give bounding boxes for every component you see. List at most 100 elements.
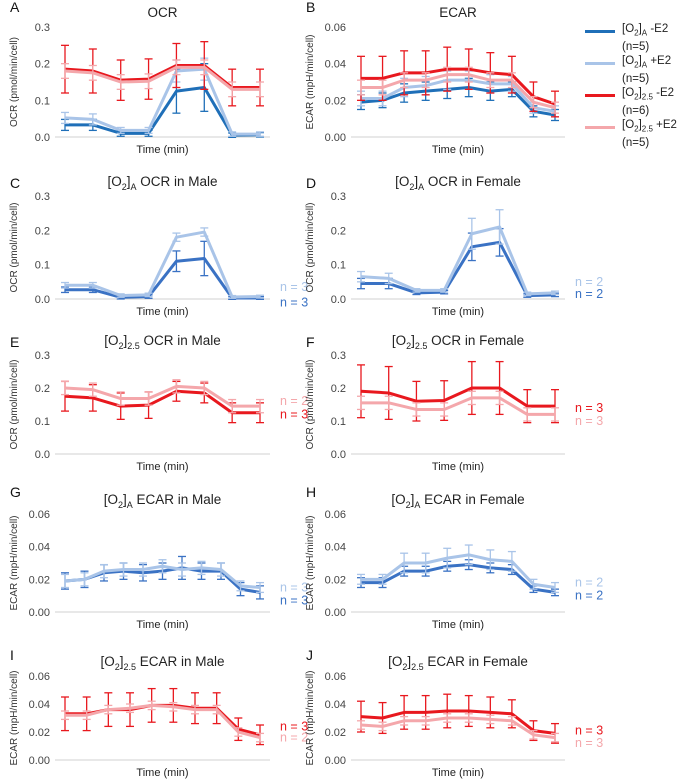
series-line — [360, 225, 556, 296]
y-axis-label: ECAR (mpH/min/cell) — [305, 34, 316, 129]
legend-label: [O2]A -E2 (n=5) — [622, 23, 669, 54]
chart-title: [O2]2.5 OCR in Male — [104, 333, 221, 351]
chart-title: [O2]2.5 OCR in Female — [392, 333, 524, 351]
legend-label: [O2]A +E2 (n=5) — [622, 55, 672, 86]
legend-n: (n=5) — [622, 137, 650, 150]
y-tick-label: 0.06 — [29, 509, 50, 521]
legend-n: (n=5) — [622, 73, 650, 86]
legend-item: [O2]2.5 +E2 (n=5) — [585, 118, 685, 150]
series-1 — [357, 209, 559, 297]
legend-label: [O2]2.5 -E2 (n=6) — [622, 87, 675, 118]
n-label: n = 2 — [575, 275, 603, 289]
n-label: n = 3 — [280, 295, 308, 309]
n-label: n = 3 — [575, 724, 603, 738]
panel-J: J [O2]2.5 ECAR in Female 0.00 0.02 0.04 0.06 E… — [305, 647, 603, 779]
y-tick-label: 0.00 — [325, 607, 346, 619]
panel-letter: C — [10, 175, 20, 191]
y-tick-label: 0.1 — [35, 260, 50, 272]
y-tick-label: 0.02 — [325, 574, 346, 586]
y-tick-label: 0.0 — [331, 294, 346, 306]
legend-swatch — [585, 126, 615, 129]
y-tick-label: 0.3 — [331, 191, 346, 203]
series-0 — [61, 380, 264, 424]
series-line — [361, 553, 556, 589]
chart-title: OCR — [148, 5, 178, 20]
series-line — [64, 564, 261, 589]
series-line — [64, 384, 260, 408]
y-tick-label: 0.06 — [325, 671, 346, 683]
n-label: n = 2 — [575, 576, 603, 590]
series-line — [361, 67, 556, 106]
series-3 — [357, 66, 559, 114]
chart-title: [O2]A ECAR in Male — [104, 492, 222, 510]
n-label: n = 3 — [575, 414, 603, 428]
chart-title: [O2]2.5 ECAR in Female — [388, 654, 528, 672]
y-tick-label: 0.1 — [331, 416, 346, 428]
y-tick-label: 0.04 — [325, 59, 346, 71]
n-label: n = 2 — [575, 287, 603, 301]
y-tick-label: 0.0 — [331, 449, 346, 461]
series-line — [64, 65, 260, 91]
y-tick-label: 0.00 — [325, 755, 346, 767]
series-1 — [61, 559, 264, 594]
x-axis-label: Time (min) — [432, 767, 484, 779]
chart-title: [O2]2.5 ECAR in Male — [100, 654, 224, 672]
series-0 — [61, 240, 264, 300]
y-axis-label: OCR (pmol/min/cell) — [9, 37, 20, 127]
series-line — [65, 230, 261, 299]
y-tick-label: 0.04 — [29, 699, 50, 711]
y-tick-label: 0.1 — [35, 416, 50, 428]
series-line — [360, 709, 556, 735]
y-tick-label: 0.3 — [35, 350, 50, 362]
panel-letter: I — [10, 647, 14, 663]
y-tick-label: 0.2 — [331, 225, 346, 237]
x-axis-label: Time (min) — [136, 767, 188, 779]
series-line — [65, 256, 260, 300]
series-line — [361, 240, 556, 298]
x-axis-label: Time (min) — [136, 306, 188, 318]
x-axis-label: Time (min) — [136, 619, 188, 631]
n-label: n = 3 — [575, 736, 603, 750]
y-tick-label: 0.0 — [35, 294, 50, 306]
y-tick-label: 0.2 — [35, 59, 50, 71]
series-3 — [61, 59, 264, 98]
x-axis-label: Time (min) — [136, 461, 188, 473]
y-tick-label: 0.1 — [331, 260, 346, 272]
series-line — [361, 78, 556, 113]
series-0 — [357, 360, 559, 424]
chart-title: [O2]A ECAR in Female — [391, 492, 524, 510]
n-label: n = 3 — [280, 719, 308, 733]
panel-letter: J — [306, 647, 313, 663]
n-label: n = 3 — [280, 594, 308, 608]
series-line — [64, 67, 260, 136]
y-tick-label: 0.3 — [35, 22, 50, 34]
panel-letter: F — [306, 334, 315, 350]
panel-G: G [O2]A ECAR in Male 0.00 0.02 0.04 0.06 ECAR … — [9, 484, 308, 631]
y-tick-label: 0.06 — [325, 22, 346, 34]
n-label: n = 3 — [280, 280, 308, 294]
n-label: n = 2 — [280, 731, 308, 745]
panel-H: H [O2]A ECAR in Female 0.00 0.02 0.04 0.06 ECA… — [305, 484, 603, 631]
n-label: n = 2 — [575, 589, 603, 603]
y-tick-label: 0.02 — [29, 727, 50, 739]
y-tick-label: 0.2 — [35, 383, 50, 395]
panel-E: E [O2]2.5 OCR in Male 0.0 0.1 0.2 0.3 OCR (pmo… — [9, 333, 308, 473]
panel-letter: H — [306, 484, 316, 500]
y-tick-label: 0.00 — [29, 607, 50, 619]
y-tick-label: 0.1 — [35, 95, 50, 107]
chart-title: [O2]A OCR in Male — [107, 174, 217, 192]
series-line — [360, 716, 556, 740]
legend-swatch — [585, 62, 615, 65]
y-tick-label: 0.04 — [29, 542, 50, 554]
panel-letter: G — [10, 484, 21, 500]
n-label: n = 3 — [280, 581, 308, 595]
panel-letter: A — [10, 0, 20, 15]
panel-letter: D — [306, 175, 316, 191]
series-1 — [357, 390, 559, 422]
x-axis-label: Time (min) — [432, 306, 484, 318]
x-axis-label: Time (min) — [432, 461, 484, 473]
panel-C: C [O2]A OCR in Male 0.0 0.1 0.2 0.3 OCR (pmol/… — [9, 174, 308, 318]
y-tick-label: 0.02 — [325, 727, 346, 739]
y-tick-label: 0.06 — [325, 509, 346, 521]
